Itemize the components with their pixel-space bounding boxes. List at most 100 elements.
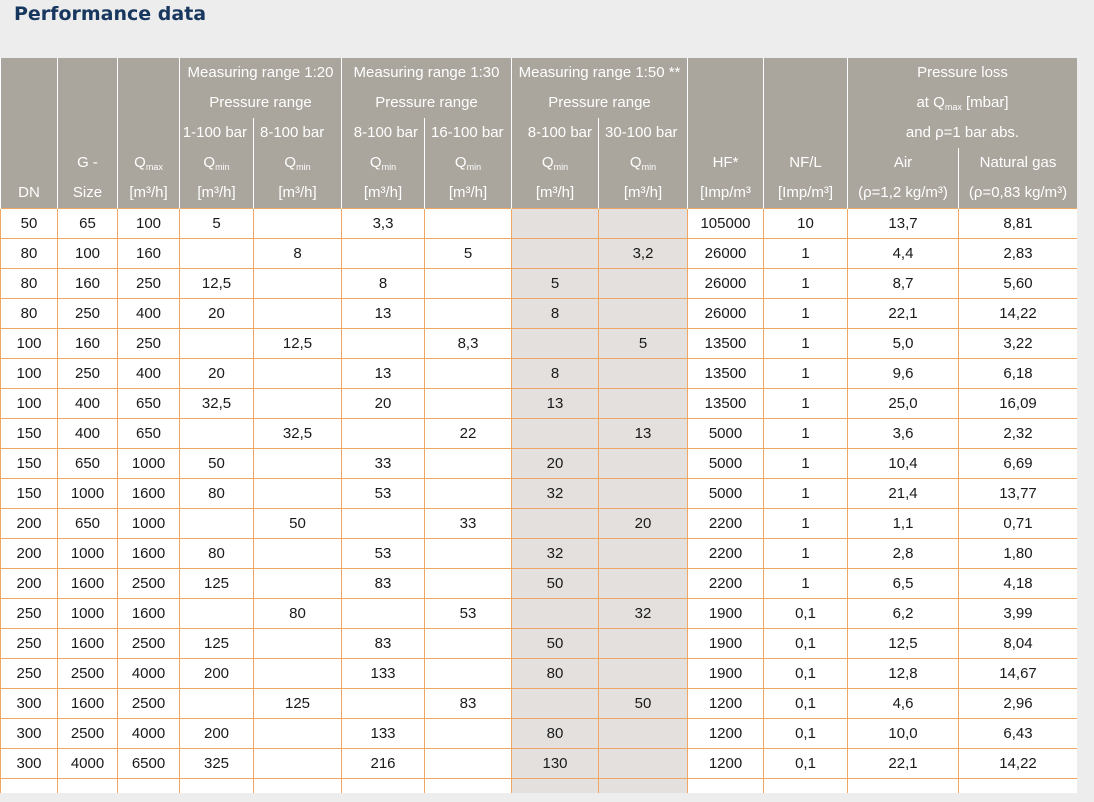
table-cell-gas: 8,81 — [958, 208, 1078, 239]
table-cell-q50b — [598, 538, 688, 569]
table-cell-q30b — [424, 718, 512, 749]
table-cell-q20a: 20 — [179, 358, 254, 389]
header-cell — [0, 58, 58, 88]
table-cell-dn: 250 — [0, 598, 58, 629]
table-cell-q30a: 133 — [341, 658, 425, 689]
table-cell-qmax: 160 — [117, 238, 180, 269]
header-cell — [687, 88, 764, 118]
table-cell-qmax: 1600 — [117, 478, 180, 509]
header-cell — [57, 88, 118, 118]
table-cell-air: 10,4 — [847, 448, 959, 479]
header-air-rho: (ρ=1,2 kg/m³) — [847, 178, 959, 209]
header-pr-130-b: 16-100 bar — [424, 118, 512, 148]
header-pressure-range-150: Pressure range — [511, 88, 688, 118]
right-margin — [1077, 58, 1094, 802]
header-q: Q — [541, 154, 554, 171]
table-cell-q50a: 50 — [511, 628, 599, 659]
table-cell-q20a: 32,5 — [179, 388, 254, 419]
table-row: 200 650 1000 50 33 20 2200 1 1,1 0,71 — [0, 508, 1078, 539]
table-cell-q30b: 5 — [424, 238, 512, 269]
table-cell-qmax: 1000 — [117, 448, 180, 479]
header-range-120: Measuring range 1:20 — [179, 58, 342, 88]
table-cell-q20b — [253, 478, 342, 509]
table-cell-q20b — [253, 268, 342, 299]
table-cell-air: 6,5 — [847, 568, 959, 599]
table-cell-air: 3,6 — [847, 418, 959, 449]
table-row: 100 250 400 20 13 8 13500 1 9,6 6,18 — [0, 358, 1078, 389]
table-cell-qmax: 1600 — [117, 598, 180, 629]
table-cell-q50a: 80 — [511, 718, 599, 749]
table-cell-q50a: 8 — [511, 298, 599, 329]
table-cell-q30b — [424, 298, 512, 329]
table-cell-q30b: 83 — [424, 688, 512, 719]
header-unit: [m³/h] — [179, 178, 254, 209]
header-hf: HF* — [687, 148, 764, 178]
table-cell-q20a: 125 — [179, 628, 254, 659]
table-cell-gas: 14,22 — [958, 748, 1078, 779]
table-cell-gas: 0,71 — [958, 508, 1078, 539]
table-cell-hf: 1200 — [687, 688, 764, 719]
table-cell-q20b: 12,5 — [253, 328, 342, 359]
table-cell-q30a: 216 — [341, 748, 425, 779]
table-cell-hf: 26000 — [687, 268, 764, 299]
table-cell-air: 1,1 — [847, 508, 959, 539]
header-qmin: Qmin — [341, 148, 425, 178]
table-cell-q50a: 32 — [511, 538, 599, 569]
header-pressure-range-130: Pressure range — [341, 88, 512, 118]
header-qmin: Qmin — [598, 148, 688, 178]
table-cell-hf: 1900 — [687, 658, 764, 689]
header-max-sub: max — [145, 162, 163, 172]
table-cell-q50a — [511, 238, 599, 269]
table-cell-gas: 14,22 — [958, 298, 1078, 329]
table-cell-qmax: 2500 — [117, 688, 180, 719]
table-header: Measuring range 1:20 Measuring range 1:3… — [0, 58, 1078, 209]
table-cell-hf: 2200 — [687, 508, 764, 539]
table-cell-qmax: 250 — [117, 268, 180, 299]
table-cell-q50a — [511, 208, 599, 239]
table-cell-q50b — [598, 388, 688, 419]
table-cell-dn: 300 — [0, 748, 58, 779]
table-cell-nf: 1 — [763, 478, 848, 509]
table-cell-empty — [57, 778, 118, 793]
table-cell-empty — [253, 778, 342, 793]
table-cell-qmax: 100 — [117, 208, 180, 239]
table-cell-q20a: 80 — [179, 538, 254, 569]
table-cell-g: 2500 — [57, 718, 118, 749]
table-cell-hf: 1900 — [687, 628, 764, 659]
table-cell-gas: 4,18 — [958, 568, 1078, 599]
table-row: 300 4000 6500 325 216 130 1200 0,1 22,1 14,22 — [0, 748, 1078, 779]
header-cell — [763, 118, 848, 148]
performance-table: Measuring range 1:20 Measuring range 1:3… — [0, 58, 1078, 793]
table-cell-dn: 100 — [0, 328, 58, 359]
table-cell-gas: 1,80 — [958, 538, 1078, 569]
table-cell-dn: 100 — [0, 388, 58, 419]
header-unit: [m³/h] — [511, 178, 599, 209]
table-cell-q50b — [598, 448, 688, 479]
table-cell-nf: 0,1 — [763, 718, 848, 749]
table-cell-nf: 0,1 — [763, 628, 848, 659]
table-cell-q30a: 53 — [341, 478, 425, 509]
table-cell-q50b — [598, 658, 688, 689]
table-cell-g: 400 — [57, 388, 118, 419]
table-cell-hf: 2200 — [687, 568, 764, 599]
table-cell-gas: 16,09 — [958, 388, 1078, 419]
table-cell-nf: 1 — [763, 268, 848, 299]
table-cell-empty — [424, 778, 512, 793]
table-row: 100 400 650 32,5 20 13 13500 1 25,0 16,09 — [0, 388, 1078, 419]
table-cell-dn: 300 — [0, 688, 58, 719]
table-cell-q50a: 13 — [511, 388, 599, 419]
table-cell-q50a: 5 — [511, 268, 599, 299]
table-cell-q30b — [424, 448, 512, 479]
header-dn: DN — [0, 178, 58, 209]
table-cell-nf: 1 — [763, 388, 848, 419]
table-cell-q50a — [511, 328, 599, 359]
header-nf: NF/L — [763, 148, 848, 178]
table-cell-hf: 26000 — [687, 238, 764, 269]
header-range-150: Measuring range 1:50 ** — [511, 58, 688, 88]
header-qmax: Qmax — [117, 148, 180, 178]
table-cell-q30b — [424, 208, 512, 239]
table-cell-q50a: 32 — [511, 478, 599, 509]
table-cell-g: 650 — [57, 508, 118, 539]
header-q: Q — [629, 154, 642, 171]
table-cell-q20b: 32,5 — [253, 418, 342, 449]
